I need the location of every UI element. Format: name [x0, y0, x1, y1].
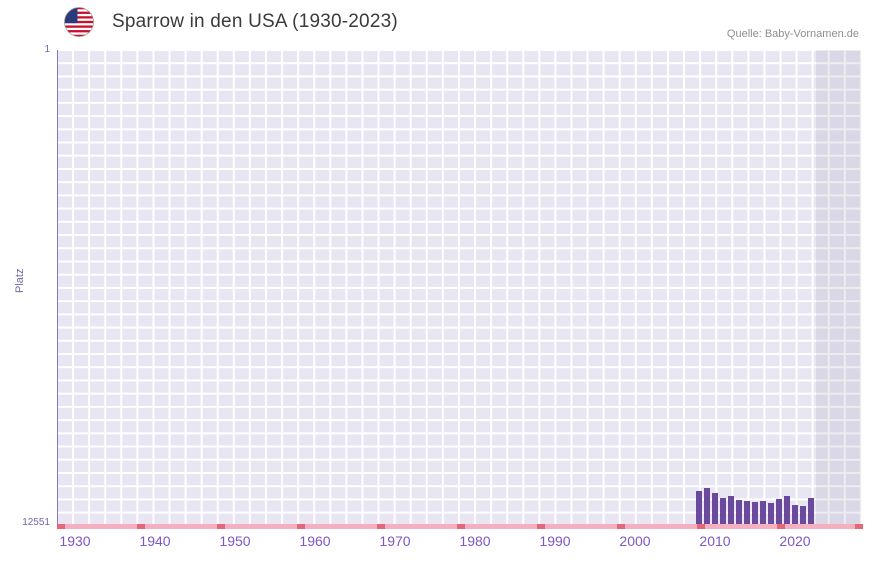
decade-mark [697, 524, 705, 529]
x-tick-label-1980: 1980 [459, 533, 491, 549]
us-flag-icon [64, 7, 94, 37]
bar-2009 [703, 488, 711, 526]
bar-2021 [799, 505, 807, 526]
x-tick-label-2010: 2010 [699, 533, 731, 549]
bar-2020 [791, 505, 799, 526]
x-tick-label-1960: 1960 [299, 533, 331, 549]
decade-mark [57, 524, 65, 529]
bar-2014 [743, 500, 751, 526]
bar-2010 [711, 493, 719, 526]
decade-mark [537, 524, 545, 529]
bar-2011 [719, 497, 727, 526]
bar-2016 [759, 500, 767, 526]
x-tick-label-2000: 2000 [619, 533, 651, 549]
decade-mark [457, 524, 465, 529]
bar-2018 [775, 499, 783, 526]
y-axis-title: Platz [14, 268, 27, 293]
x-axis-labels: 1930 1940 1950 1960 1970 1980 1990 2000 2010 2020 [57, 533, 861, 555]
bar-2008 [695, 491, 703, 526]
bar-2017 [767, 502, 775, 526]
future-band [816, 50, 861, 526]
source-credit: Quelle: Baby-Vornamen.de [726, 28, 859, 40]
x-tick-label-1990: 1990 [539, 533, 571, 549]
plot-area [57, 50, 861, 526]
page-title: Sparrow in den USA (1930-2023) [112, 11, 398, 32]
y-axis-top-label: 1 [44, 44, 50, 55]
bar-2022 [807, 497, 815, 526]
decade-mark [377, 524, 385, 529]
decade-mark [617, 524, 625, 529]
decade-mark [137, 524, 145, 529]
bar-series [57, 50, 861, 526]
x-tick-label-1940: 1940 [139, 533, 171, 549]
bar-2013 [735, 499, 743, 526]
decade-mark [777, 524, 785, 529]
x-axis-line [57, 524, 863, 529]
decade-mark [217, 524, 225, 529]
x-tick-label-1970: 1970 [379, 533, 411, 549]
decade-mark [297, 524, 305, 529]
y-axis-bottom-label: 12551 [22, 517, 50, 528]
bar-2015 [751, 502, 759, 526]
x-tick-label-2020: 2020 [779, 533, 811, 549]
decade-mark [855, 524, 863, 529]
y-axis-line [57, 50, 58, 526]
x-tick-label-1950: 1950 [219, 533, 251, 549]
bar-2012 [727, 496, 735, 526]
bar-2019 [783, 496, 791, 526]
x-tick-label-1930: 1930 [59, 533, 91, 549]
